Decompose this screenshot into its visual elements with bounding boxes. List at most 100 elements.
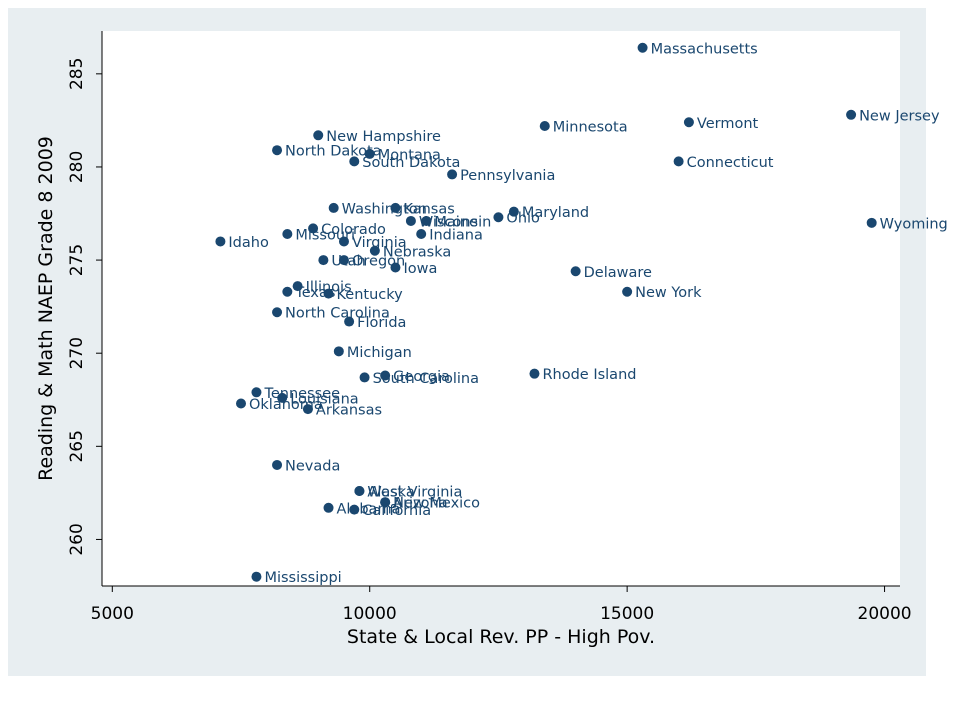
point-label: Delaware [584, 265, 652, 281]
point-label: Mississippi [264, 570, 341, 586]
point-label: California [362, 503, 431, 519]
data-point [380, 497, 391, 508]
x-axis-ticks: 5000 10000 15000 20000 [91, 586, 912, 624]
x-tick-label: 5000 [91, 604, 134, 624]
point-label: North Carolina [285, 306, 390, 322]
point-label: Maine [434, 214, 478, 230]
data-point [416, 229, 427, 240]
point-label: Maryland [522, 205, 589, 221]
plot-area [102, 31, 900, 586]
data-point [364, 148, 375, 159]
data-point [390, 262, 401, 273]
point-label: Arkansas [316, 403, 382, 419]
data-point [302, 404, 313, 415]
data-point [236, 398, 247, 409]
data-point [354, 486, 365, 497]
point-label: Minnesota [553, 119, 628, 135]
data-point [308, 223, 319, 234]
data-point [846, 109, 857, 120]
point-label: Michigan [347, 345, 412, 361]
point-label: West Virginia [367, 485, 462, 501]
point-label: South Carolina [373, 371, 479, 387]
data-point [390, 202, 401, 213]
point-label: North Dakota [285, 144, 382, 160]
point-label: Alabama [337, 501, 401, 517]
data-point [215, 236, 226, 247]
y-tick-label: 270 [67, 337, 87, 369]
data-point [328, 202, 339, 213]
y-tick-label: 260 [67, 523, 87, 555]
data-point [251, 387, 262, 398]
point-label: Montana [378, 147, 441, 163]
point-label: Connecticut [687, 155, 774, 171]
x-tick-label: 20000 [858, 604, 912, 624]
data-point [539, 120, 550, 131]
point-label: South Dakota [362, 155, 460, 171]
data-point [323, 288, 334, 299]
data-point [866, 217, 877, 228]
data-point [338, 236, 349, 247]
data-point [637, 42, 648, 53]
point-label: Pennsylvania [460, 168, 555, 184]
data-point [529, 368, 540, 379]
point-label: Ohio [506, 211, 540, 227]
data-point [272, 459, 283, 470]
point-label: New Jersey [859, 108, 940, 124]
y-axis-ticks: 260 265 270 275 280 285 [67, 58, 102, 556]
point-label: Rhode Island [542, 367, 636, 383]
point-label: Arizona [393, 496, 447, 512]
data-point [673, 156, 684, 167]
data-point [323, 502, 334, 513]
point-label: Nebraska [383, 244, 451, 260]
data-point [359, 372, 370, 383]
point-label: Louisiana [290, 391, 358, 407]
point-label: Tennessee [263, 386, 340, 402]
point-label: Iowa [403, 261, 437, 277]
x-axis-title: State & Local Rev. PP - High Pov. [347, 626, 655, 648]
point-label: Colorado [321, 222, 386, 238]
point-label: Missouri [295, 228, 355, 244]
data-point [421, 215, 432, 226]
data-point [508, 206, 519, 217]
point-label: New Hampshire [326, 129, 441, 145]
y-tick-label: 275 [67, 244, 87, 276]
y-tick-label: 280 [67, 151, 87, 183]
point-label: Idaho [228, 235, 269, 251]
data-point [333, 346, 344, 357]
point-label: Alaska [367, 485, 414, 501]
data-point [272, 145, 283, 156]
data-point [338, 255, 349, 266]
data-point [251, 571, 262, 582]
data-point [318, 255, 329, 266]
y-tick-label: 265 [67, 430, 87, 462]
point-label: Kansas [403, 201, 454, 217]
point-label: Virginia [352, 235, 407, 251]
data-points [215, 42, 877, 582]
point-label: Georgia [393, 369, 450, 385]
data-point [447, 169, 458, 180]
point-label: Wyoming [880, 216, 948, 232]
data-point [272, 307, 283, 318]
y-axis-title: Reading & Math NAEP Grade 8 2009 [35, 136, 57, 481]
data-point [683, 117, 694, 128]
data-point [570, 266, 581, 277]
x-tick-label: 15000 [600, 604, 654, 624]
data-point [493, 212, 504, 223]
data-point [344, 316, 355, 327]
point-label: Massachusetts [651, 41, 758, 57]
data-point [349, 156, 360, 167]
point-label: Kentucky [337, 287, 404, 303]
point-label: Florida [357, 315, 406, 331]
point-label: Vermont [697, 116, 759, 132]
point-label: Wisconsin [419, 214, 491, 230]
data-point [282, 229, 293, 240]
point-labels: Massachusetts New Jersey Vermont Minnesota N… [228, 41, 947, 586]
data-point [292, 281, 303, 292]
point-label: Oregon [352, 254, 405, 270]
point-label: Washington [342, 201, 427, 217]
point-label: New Mexico [393, 496, 480, 512]
point-label: Nevada [285, 458, 340, 474]
point-label: Utah [331, 254, 365, 270]
